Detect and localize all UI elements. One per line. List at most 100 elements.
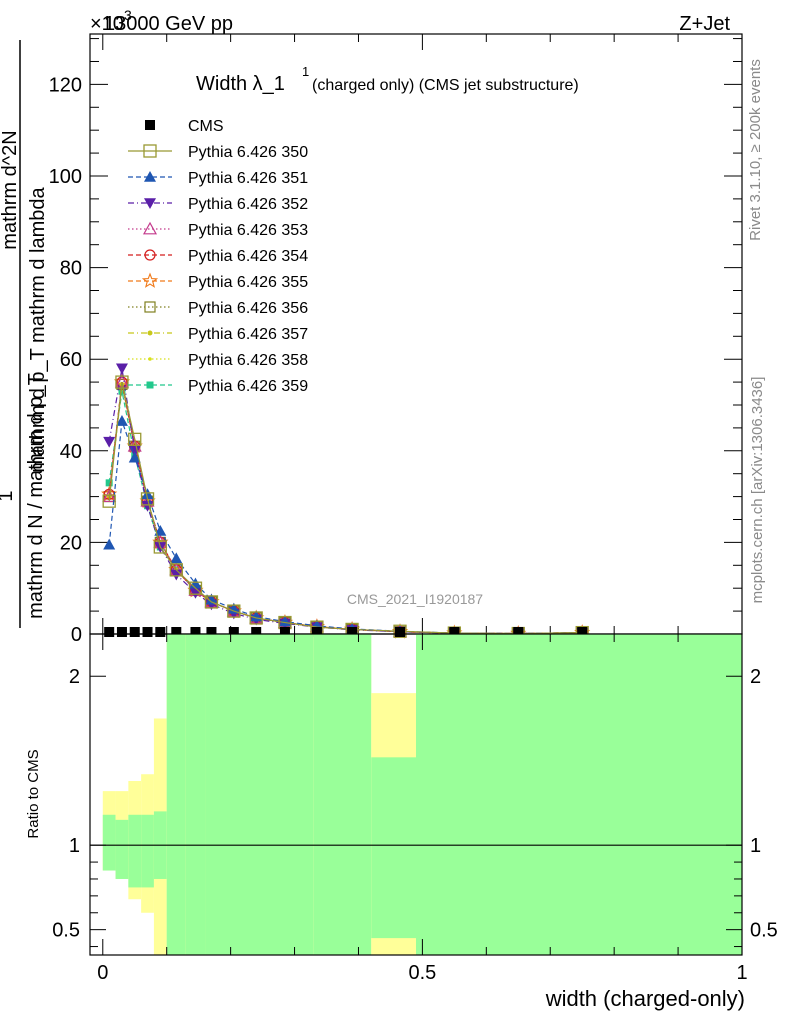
ratio-inner-band: [128, 814, 142, 888]
cms-point: [129, 627, 140, 637]
legend-marker: [147, 330, 153, 336]
ratio-inner-band: [371, 757, 416, 939]
series-line: [108, 420, 583, 635]
series-point: [141, 488, 154, 500]
main-ytick-label: 60: [60, 349, 82, 371]
mcplots-label: mcplots.cern.ch [arXiv:1306.3436]: [749, 377, 766, 604]
legend-entry: Pythia 6.426 354: [128, 248, 308, 265]
legend-label: Pythia 6.426 350: [188, 144, 308, 161]
cms-point: [577, 627, 588, 637]
main-ytick-label: 20: [60, 532, 82, 554]
legend-label: Pythia 6.426 356: [188, 300, 308, 317]
cms-point: [190, 627, 201, 637]
series-point: [115, 415, 128, 426]
cms-point: [104, 627, 115, 637]
series-pythia-6.426-354: [103, 376, 588, 640]
cms-point: [228, 627, 239, 637]
series-point: [118, 387, 126, 395]
legend-marker: [145, 120, 155, 130]
main-ytick-label: 100: [49, 166, 82, 188]
xlabel: width (charged-only): [545, 986, 745, 1011]
series-line: [108, 381, 583, 635]
series-pythia-6.426-350: [102, 375, 589, 641]
legend-marker: [146, 381, 154, 389]
series-line: [108, 381, 583, 635]
series-line: [108, 381, 583, 635]
series-point: [154, 524, 167, 536]
series-point: [128, 451, 141, 463]
legend-label: Pythia 6.426 351: [188, 170, 308, 187]
cms-point: [395, 627, 406, 637]
legend-marker: [144, 171, 156, 182]
series-pythia-6.426-356: [103, 378, 588, 640]
watermark: CMS_2021_I1920187: [347, 591, 483, 607]
series-pythia-6.426-358: [107, 382, 584, 636]
series-point: [227, 602, 240, 614]
cms-point: [142, 627, 153, 637]
legend-marker: [142, 221, 158, 235]
series-point: [102, 494, 116, 508]
series-pythia-6.426-357: [106, 381, 585, 637]
legend-marker: [148, 357, 152, 361]
series-point: [189, 577, 202, 589]
series-line: [108, 384, 583, 635]
series-point: [204, 595, 219, 609]
main-ylabel: 1 mathrm d^2N mathrm d p_T mathrm d lamb…: [0, 40, 49, 628]
legend-entry: Pythia 6.426 357: [128, 326, 308, 343]
ratio-xtick-label: 0.5: [408, 962, 436, 984]
ratio-inner-band: [166, 634, 186, 955]
cms-point: [513, 627, 524, 637]
ratio-ytick-label: 0.5: [52, 920, 80, 942]
ratio-inner-band: [416, 634, 742, 955]
series-point: [128, 432, 142, 446]
ratio-ytick-label: 1: [69, 835, 80, 857]
ylabel-numerator: mathrm d^2N: [0, 130, 21, 249]
series-point: [205, 593, 218, 605]
series-line: [108, 384, 583, 635]
series-pythia-6.426-351: [103, 415, 589, 639]
ratio-ytick-label-right: 1: [750, 835, 761, 857]
main-ytick-label: 40: [60, 441, 82, 463]
series-point: [140, 492, 155, 506]
legend-entry: Pythia 6.426 355: [128, 272, 308, 291]
legend-entry: Pythia 6.426 352: [128, 196, 308, 213]
series-line: [108, 384, 583, 635]
ylabel-prefix: 1: [0, 490, 17, 501]
legend-marker: [141, 272, 159, 288]
legend-label: Pythia 6.426 353: [188, 222, 308, 239]
legend-label: CMS: [188, 118, 224, 135]
legend-label: Pythia 6.426 354: [188, 248, 308, 265]
ratio-inner-band: [115, 819, 129, 879]
series-pythia-6.426-359: [105, 387, 586, 638]
rivet-label: Rivet 3.1.10, ≥ 200k events: [747, 59, 764, 241]
series-point: [169, 563, 183, 577]
ratio-inner-band: [185, 634, 206, 955]
process-label: Z+Jet: [679, 13, 730, 35]
ratio-inner-band: [313, 634, 372, 955]
series-point: [393, 624, 407, 638]
ratio-inner-band: [102, 814, 116, 871]
legend-marker: [143, 144, 157, 158]
ratio-inner-band: [205, 634, 314, 955]
cms-point: [311, 627, 322, 637]
cms-point: [449, 627, 460, 637]
series-point: [278, 615, 291, 627]
cms-point: [279, 627, 290, 637]
series-line: [108, 381, 583, 635]
legend-entry: Pythia 6.426 356: [128, 300, 308, 317]
cms-point: [347, 627, 358, 637]
ylabel-denominator: mathrm d N / mathrm d p_T: [25, 373, 47, 619]
ratio-xtick-label: 0: [97, 962, 108, 984]
cms-point: [116, 627, 127, 637]
main-ytick-label: 0: [71, 624, 82, 646]
series-line: [108, 368, 583, 635]
series-point: [188, 581, 203, 595]
title-sup: 1: [302, 64, 309, 79]
legend: CMS Pythia 6.426 350 Pythia 6.426 351 Pythi…: [128, 118, 308, 395]
series-pythia-6.426-352: [103, 363, 589, 640]
legend-entry: Pythia 6.426 353: [128, 221, 308, 239]
series-point: [102, 489, 117, 502]
title-main: Width λ_1: [196, 73, 285, 95]
exponent-power: 3: [124, 7, 132, 23]
series-point: [105, 479, 113, 487]
